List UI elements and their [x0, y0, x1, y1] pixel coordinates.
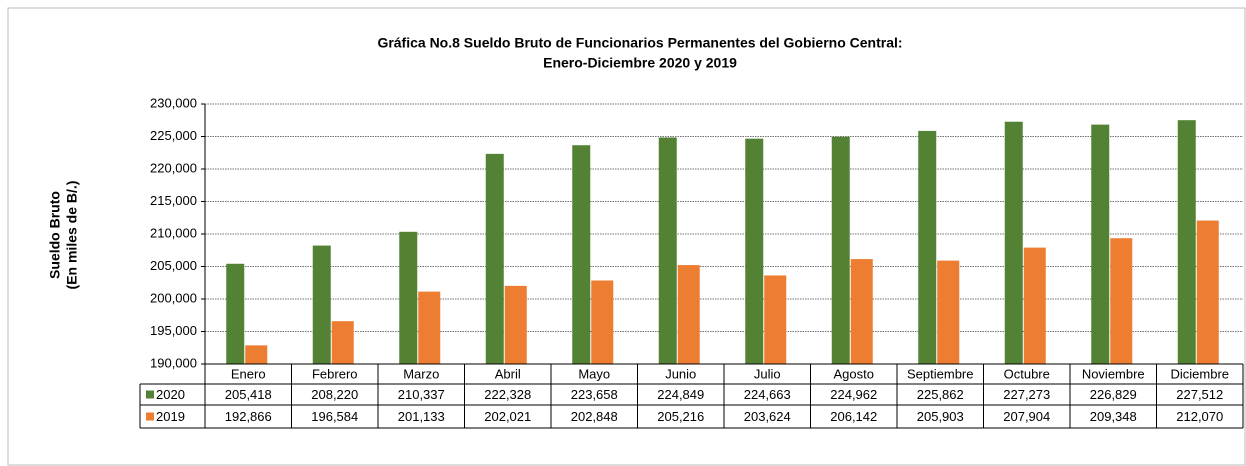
bar	[1004, 121, 1023, 365]
data-label: 205,418	[225, 387, 272, 402]
data-label: 227,512	[1176, 387, 1223, 402]
legend-swatch	[146, 412, 154, 421]
bar	[591, 280, 614, 364]
data-label: 207,904	[1003, 409, 1050, 424]
y-tick-label: 225,000	[150, 128, 197, 143]
data-label: 196,584	[311, 409, 358, 424]
bar	[918, 130, 937, 364]
data-label: 203,624	[744, 409, 791, 424]
y-tick-label: 215,000	[150, 193, 197, 208]
y-axis-title: (En miles de B/.)	[64, 181, 80, 290]
bar	[418, 291, 441, 364]
y-axis-title: Sueldo Bruto	[47, 191, 63, 279]
bar	[1177, 120, 1196, 364]
y-tick-label: 220,000	[150, 160, 197, 175]
chart-title: Gráfica No.8 Sueldo Bruto de Funcionario…	[377, 35, 902, 51]
bar	[312, 245, 331, 364]
y-tick-label: 200,000	[150, 290, 197, 305]
bar	[1023, 247, 1046, 364]
y-tick-label: 195,000	[150, 323, 197, 338]
bar	[485, 153, 504, 364]
data-label: 205,903	[917, 409, 964, 424]
legend-swatch	[146, 390, 154, 399]
legend-label: 2020	[156, 387, 185, 402]
x-tick-label: Diciembre	[1170, 366, 1229, 381]
data-label: 212,070	[1176, 409, 1223, 424]
data-label: 225,862	[917, 387, 964, 402]
x-tick-label: Octubre	[1004, 366, 1050, 381]
bar	[504, 285, 527, 364]
x-tick-label: Febrero	[312, 366, 358, 381]
data-label: 192,866	[225, 409, 272, 424]
data-label: 210,337	[398, 387, 445, 402]
bar	[937, 260, 960, 364]
x-tick-label: Abril	[495, 366, 521, 381]
bar	[399, 231, 418, 364]
data-label: 206,142	[830, 409, 877, 424]
chart-border	[7, 7, 1246, 466]
bar	[572, 145, 591, 364]
legend-label: 2019	[156, 409, 185, 424]
data-label: 224,663	[744, 387, 791, 402]
data-label: 223,658	[571, 387, 618, 402]
bar	[226, 263, 245, 364]
bar	[1110, 238, 1133, 364]
data-label: 222,328	[484, 387, 531, 402]
bar	[245, 345, 268, 364]
data-label: 224,962	[830, 387, 877, 402]
y-tick-label: 210,000	[150, 225, 197, 240]
bar	[1091, 124, 1110, 364]
chart-subtitle: Enero-Diciembre 2020 y 2019	[543, 55, 737, 71]
x-tick-label: Junio	[665, 366, 696, 381]
data-label: 202,021	[484, 409, 531, 424]
data-label: 201,133	[398, 409, 445, 424]
y-tick-label: 190,000	[150, 355, 197, 370]
x-tick-label: Julio	[754, 366, 781, 381]
x-tick-label: Septiembre	[907, 366, 973, 381]
bar	[745, 138, 764, 364]
bar	[831, 136, 850, 364]
y-tick-label: 230,000	[150, 95, 197, 110]
bar	[850, 259, 873, 364]
bar	[677, 265, 700, 364]
data-label: 202,848	[571, 409, 618, 424]
data-label: 226,829	[1090, 387, 1137, 402]
bar	[1196, 220, 1219, 364]
bar	[658, 137, 677, 364]
data-label: 208,220	[311, 387, 358, 402]
bar	[764, 275, 787, 364]
x-tick-label: Marzo	[403, 366, 439, 381]
x-tick-label: Mayo	[578, 366, 610, 381]
data-label: 209,348	[1090, 409, 1137, 424]
bar	[331, 321, 354, 364]
x-tick-label: Agosto	[834, 366, 874, 381]
x-tick-label: Enero	[231, 366, 266, 381]
data-label: 227,273	[1003, 387, 1050, 402]
data-label: 205,216	[657, 409, 704, 424]
y-tick-label: 205,000	[150, 258, 197, 273]
x-tick-label: Noviembre	[1082, 366, 1145, 381]
data-label: 224,849	[657, 387, 704, 402]
